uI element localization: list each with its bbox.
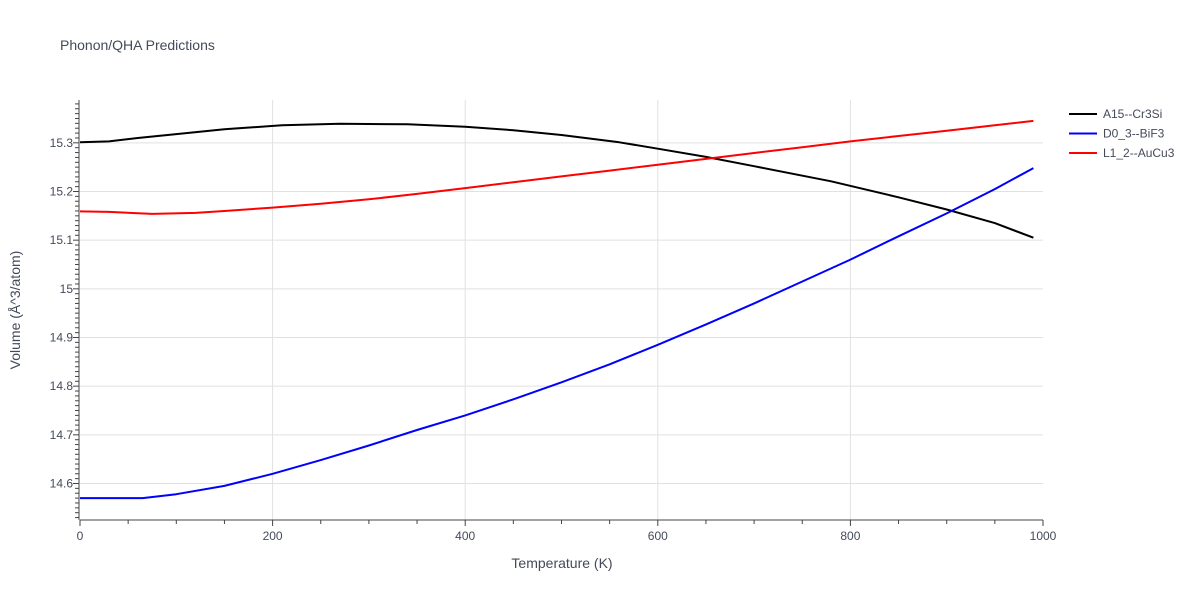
series-line-3: [79, 119, 1034, 215]
x-tick-label: 0: [77, 529, 84, 543]
x-tick-label: 600: [648, 529, 668, 543]
series-layer: [79, 119, 1034, 500]
legend-label: D0_3--BiF3: [1103, 127, 1165, 141]
y-tick-label: 14.9: [50, 330, 74, 344]
y-tick-label: 14.8: [50, 379, 74, 393]
series-line-1: [79, 122, 1034, 239]
series-line-2: [80, 167, 1034, 500]
legend-item-1[interactable]: A15--Cr3Si: [1069, 107, 1162, 121]
legend-label: A15--Cr3Si: [1103, 107, 1162, 121]
y-axis-title: Volume (Å^3/atom): [7, 251, 23, 370]
y-tick-label: 14.6: [50, 476, 74, 490]
x-tick-label: 800: [840, 529, 860, 543]
chart-title: Phonon/QHA Predictions: [60, 37, 215, 53]
legend-label: L1_2--AuCu3: [1103, 146, 1175, 160]
y-tick-label: 15: [60, 282, 74, 296]
legend-item-3[interactable]: L1_2--AuCu3: [1069, 146, 1175, 160]
axes: 14.6 14.7 14.8 14.9 15 15.1 15.2 15.3 0 200 400 600…: [50, 100, 1057, 543]
x-axis-title: Temperature (K): [511, 555, 612, 571]
y-tick-label: 15.3: [50, 136, 74, 150]
x-tick-label: 1000: [1030, 529, 1057, 543]
y-tick-label: 14.7: [50, 428, 74, 442]
x-tick-label: 400: [455, 529, 475, 543]
y-tick-label: 15.2: [50, 184, 74, 198]
legend-item-2[interactable]: D0_3--BiF3: [1069, 127, 1165, 141]
grid: [80, 100, 1043, 520]
x-tick-label: 200: [263, 529, 283, 543]
legend[interactable]: A15--Cr3Si D0_3--BiF3 L1_2--AuCu3: [1069, 107, 1175, 160]
y-tick-label: 15.1: [50, 233, 74, 247]
